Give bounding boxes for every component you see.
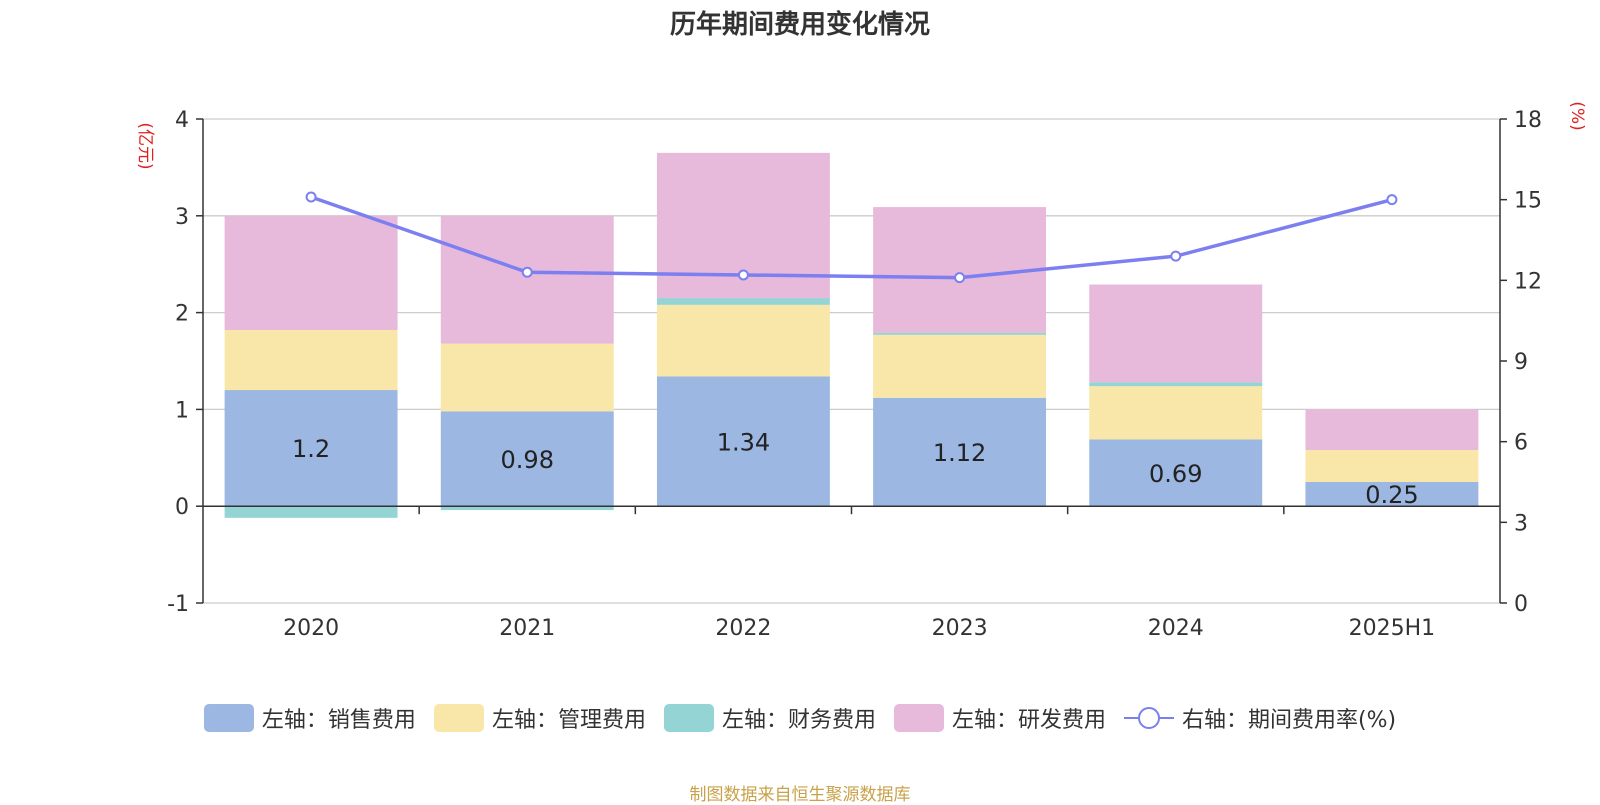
legend-swatch <box>893 704 944 732</box>
bar-segment <box>440 411 614 507</box>
right-axis-tick-label: 12 <box>1514 269 1542 294</box>
legend-label: 左轴：管理费用 <box>491 708 646 733</box>
legend-item[interactable]: 左轴：管理费用 <box>433 702 646 734</box>
bar-value-label: 0.98 <box>501 446 554 474</box>
bar-segment <box>1305 409 1479 451</box>
x-axis-tick-label: 2022 <box>715 616 771 641</box>
bar-segment <box>1089 386 1263 440</box>
left-axis-unit-label: (亿元) <box>135 122 155 169</box>
legend: 左轴：销售费用 左轴：管理费用 左轴：财务费用 左轴：研发费用 右轴：期间费用率(%) <box>0 702 1600 734</box>
right-axis-tick-label: 6 <box>1514 431 1528 456</box>
bar-segment <box>656 304 830 377</box>
bar-value-label: 0.25 <box>1365 481 1418 509</box>
bar-segment <box>224 330 398 391</box>
bar-segment <box>873 334 1047 398</box>
bar-segment <box>873 207 1047 333</box>
legend-label: 右轴：期间费用率(%) <box>1181 708 1397 733</box>
source-note: 制图数据来自恒生聚源数据库 <box>689 785 911 805</box>
left-axis-tick-label: -1 <box>167 592 189 617</box>
right-axis-tick-label: 18 <box>1514 108 1542 133</box>
legend-line-marker <box>1123 704 1174 732</box>
line-point <box>305 191 317 203</box>
grid-lines <box>203 118 1500 604</box>
bar-segment <box>1089 439 1263 507</box>
x-axis-tick-label: 2024 <box>1148 616 1204 641</box>
bar-segment <box>440 215 614 344</box>
bar-value-label: 1.34 <box>717 428 770 456</box>
bar-segment <box>1089 382 1263 387</box>
bar-value-label: 0.69 <box>1149 460 1202 488</box>
x-axis-tick-label: 2020 <box>283 616 339 641</box>
left-axis-tick-label: 1 <box>175 398 189 423</box>
legend-swatch <box>433 704 484 732</box>
bar-segment <box>656 298 830 305</box>
legend-item[interactable]: 左轴：财务费用 <box>663 702 876 734</box>
bar-segment <box>873 397 1047 507</box>
left-axis-tick-label: 0 <box>175 495 189 520</box>
bar-segment <box>1305 450 1479 482</box>
left-axis-tick-label: 4 <box>175 108 189 133</box>
x-axis-tick-label: 2023 <box>932 616 988 641</box>
bar-segment <box>440 343 614 412</box>
right-axis-tick-label: 3 <box>1514 511 1528 536</box>
data-labels: 1.2 0.98 1.34 1.12 0.69 0.25 <box>292 428 1419 509</box>
bar-segment <box>224 390 398 507</box>
right-axis-tick-label: 15 <box>1514 189 1542 214</box>
bar-segment <box>224 215 398 331</box>
chart-title: 历年期间费用变化情况 <box>669 10 930 40</box>
line-path <box>310 195 1393 280</box>
legend-label: 左轴：销售费用 <box>261 708 416 733</box>
bar-value-label: 1.2 <box>292 435 330 463</box>
legend-item[interactable]: 右轴：期间费用率(%) <box>1123 702 1397 734</box>
legend-swatch <box>203 704 254 732</box>
right-axis-unit-label: (%) <box>1567 101 1587 130</box>
right-axis-tick-label: 0 <box>1514 592 1528 617</box>
bar-segment <box>224 506 398 518</box>
line-point <box>1386 194 1398 206</box>
bar-segment <box>1305 482 1479 507</box>
bar-series <box>224 152 1479 518</box>
line-point <box>1170 250 1182 262</box>
left-axis-tick-label: 2 <box>175 302 189 327</box>
line-point <box>954 272 966 284</box>
legend-label: 左轴：研发费用 <box>951 708 1106 733</box>
right-axis-tick-label: 9 <box>1514 350 1528 375</box>
bar-segment <box>1089 284 1263 383</box>
x-axis-tick-label: 2021 <box>499 616 555 641</box>
bar-segment <box>440 506 614 511</box>
legend-item[interactable]: 左轴：销售费用 <box>203 702 416 734</box>
left-axis-tick-label: 3 <box>175 205 189 230</box>
line-series <box>305 191 1398 284</box>
bar-value-label: 1.12 <box>933 439 986 467</box>
legend-item[interactable]: 左轴：研发费用 <box>893 702 1106 734</box>
bar-segment <box>873 332 1047 335</box>
bar-segment <box>656 376 830 507</box>
legend-label: 左轴：财务费用 <box>721 708 876 733</box>
x-axis-tick-label: 2025H1 <box>1349 616 1436 641</box>
line-point <box>737 269 749 281</box>
line-point <box>521 266 533 278</box>
legend-swatch <box>663 704 714 732</box>
